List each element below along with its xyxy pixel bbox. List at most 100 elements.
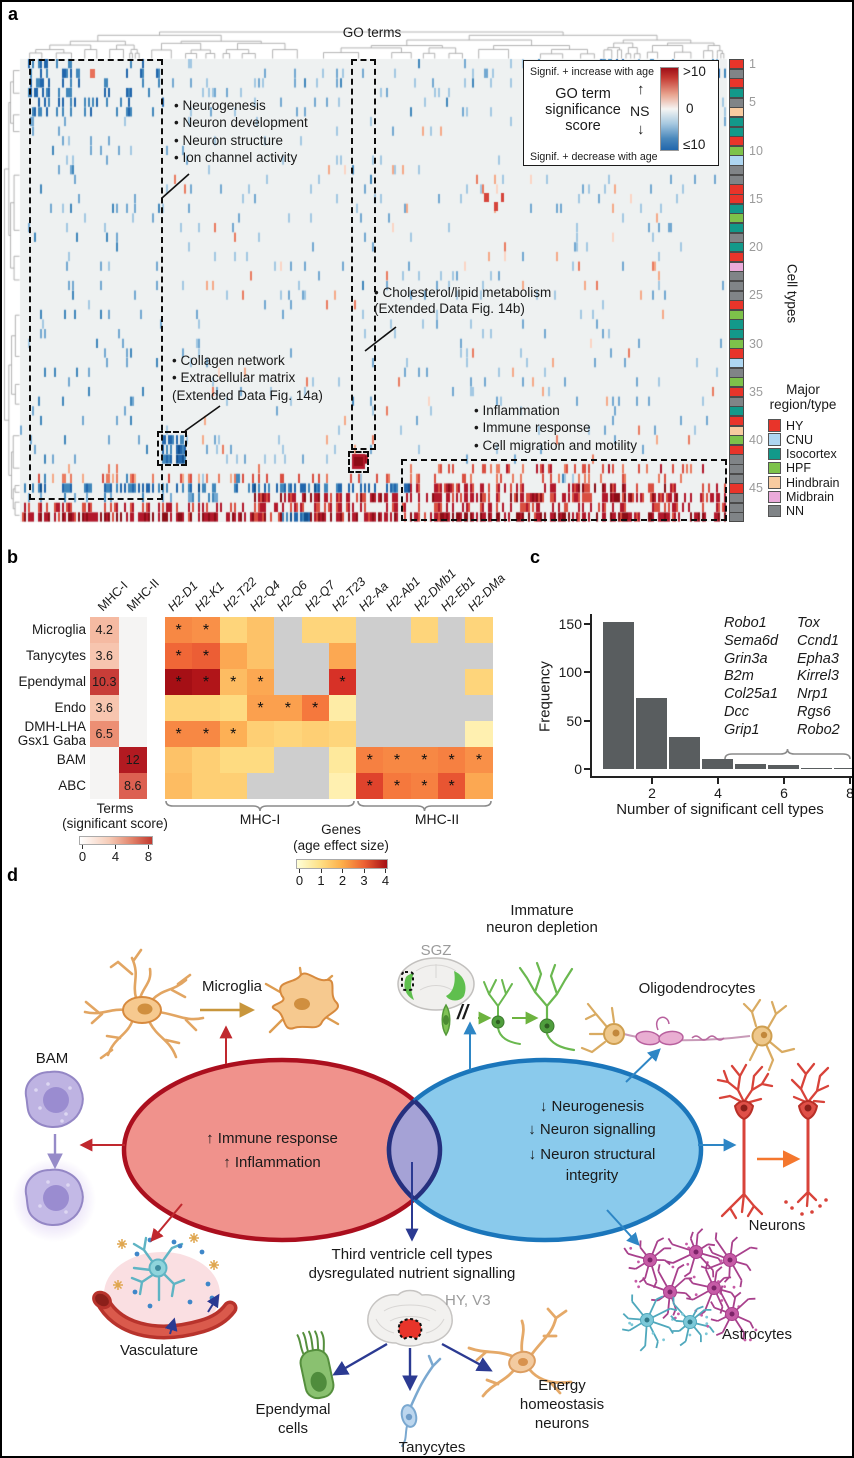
gene-cell xyxy=(410,773,439,800)
gene-annotation: Rgs6 xyxy=(797,704,831,720)
region-label-midbrain: Midbrain xyxy=(786,490,834,504)
gene-cell xyxy=(219,721,248,748)
gene-cell xyxy=(465,747,493,774)
tanycytes-label: Tanycytes xyxy=(398,1439,466,1456)
genes-cb-tickmark xyxy=(299,869,300,873)
gene-cell xyxy=(246,617,275,644)
energy-neuron-illustration xyxy=(467,1307,573,1398)
highlight-cell-box xyxy=(348,451,369,473)
terms-cell xyxy=(118,669,147,695)
genes-cb-ticklabel: 4 xyxy=(381,873,390,888)
significance-asterisk: * xyxy=(175,674,182,691)
gene-cell xyxy=(438,643,466,670)
neurons-illustration xyxy=(716,1062,830,1220)
histogram-bar xyxy=(735,764,767,769)
legend-scale-min: ≤10 xyxy=(683,137,706,152)
cell-type-swatch xyxy=(729,59,744,70)
gene-cell xyxy=(165,617,193,644)
cell-type-swatch xyxy=(729,338,744,349)
terms-cb-ticklabel: 4 xyxy=(111,849,120,864)
gene-cell xyxy=(438,747,466,774)
hy-v3-label: HY, V3 xyxy=(445,1292,491,1309)
histogram-bar xyxy=(603,622,635,769)
y-axis-line xyxy=(590,614,592,777)
gene-cell xyxy=(192,721,220,748)
cell-type-swatch xyxy=(729,126,744,137)
row-label-abc: ABC xyxy=(58,778,86,793)
cell-type-swatch xyxy=(729,242,744,253)
gene-cell xyxy=(301,773,330,800)
genes-cb-ticklabel: 3 xyxy=(360,873,368,888)
terms-legend-subtitle: (significant score) xyxy=(62,816,168,831)
gene-cell xyxy=(246,695,275,722)
gene-cell xyxy=(274,643,302,670)
gene-cell xyxy=(356,747,384,774)
cell-type-swatch xyxy=(729,78,744,89)
bam-label: BAM xyxy=(35,1050,69,1067)
x-ticklabel: 4 xyxy=(714,785,722,801)
region-swatch-midbrain xyxy=(768,490,781,503)
annotation-neuro: • Neurogenesis • Neuron development • Ne… xyxy=(174,98,308,165)
histogram-xlabel: Number of significant cell types xyxy=(616,801,824,818)
region-legend-title: Major region/type xyxy=(769,382,837,412)
row-label-endo: Endo xyxy=(54,700,86,715)
gene-cell xyxy=(465,669,493,696)
significance-asterisk: * xyxy=(421,778,428,795)
gene-annotation: Grip1 xyxy=(724,721,760,738)
cell-type-swatch xyxy=(729,145,744,156)
cell-type-swatch xyxy=(729,435,744,446)
gene-cell xyxy=(165,773,193,800)
gene-cell xyxy=(438,773,466,800)
annotation-pointer-lines xyxy=(161,173,397,432)
sgz-label: SGZ xyxy=(420,942,452,959)
gene-cell xyxy=(192,773,220,800)
cell-type-swatch xyxy=(729,502,744,513)
y-ticklabel: 0 xyxy=(574,761,582,777)
venn-blue-line1: ↓ Neurogenesis xyxy=(539,1098,645,1115)
cell-type-swatch xyxy=(729,396,744,407)
gene-cell xyxy=(301,643,330,670)
terms-cell xyxy=(118,721,147,747)
significance-asterisk: * xyxy=(448,778,455,795)
bam-illustration xyxy=(12,1070,96,1242)
significance-asterisk: * xyxy=(175,726,182,743)
cell-type-swatch xyxy=(729,386,744,398)
panel-d-arrows xyxy=(47,1002,737,1392)
neurons-label: Neurons xyxy=(748,1217,806,1234)
terms-cell: 6.5 xyxy=(90,721,119,747)
significance-asterisk: * xyxy=(312,700,319,717)
gene-cell xyxy=(274,773,302,800)
gene-cell xyxy=(192,695,220,722)
gene-cell xyxy=(328,669,357,696)
gene-cell xyxy=(410,747,439,774)
gene-cell xyxy=(328,617,357,644)
venn-red-line2: ↑ Inflammation xyxy=(223,1154,321,1171)
panel-d-label: d xyxy=(7,865,18,885)
x-ticklabel: 2 xyxy=(648,785,656,801)
genes-colorbar xyxy=(296,859,388,869)
significance-asterisk: * xyxy=(202,648,210,665)
significance-asterisk: * xyxy=(421,752,428,769)
cell-type-tick: 35 xyxy=(749,384,763,399)
cell-type-swatch xyxy=(729,203,744,214)
gene-cell xyxy=(356,669,384,696)
microglia-amoeboid-illustration xyxy=(264,966,340,1034)
inflammation-cluster-box xyxy=(401,459,727,521)
cell-type-swatch xyxy=(729,415,744,427)
oligodendrocytes-label: Oligodendrocytes xyxy=(638,980,756,997)
region-swatch-isocortex xyxy=(768,447,781,461)
gene-cell xyxy=(165,695,193,722)
gene-cell xyxy=(219,695,248,722)
panel-a-label: a xyxy=(8,4,19,24)
row-label-dmh-lha: DMH-LHA Gsx1 Gaba xyxy=(17,719,86,748)
cell-type-swatch xyxy=(729,251,744,263)
terms-cell xyxy=(118,695,147,721)
x-tickmark xyxy=(783,778,785,784)
genes-cb-ticklabel: 2 xyxy=(338,873,347,888)
histogram-bar xyxy=(636,698,668,769)
break-symbol: // xyxy=(457,1002,469,1024)
histogram-bar xyxy=(768,765,800,769)
gene-annotation: Col25a1 xyxy=(724,686,779,703)
region-label-hpf: HPF xyxy=(786,461,811,476)
venn-intersection xyxy=(386,1060,440,1240)
